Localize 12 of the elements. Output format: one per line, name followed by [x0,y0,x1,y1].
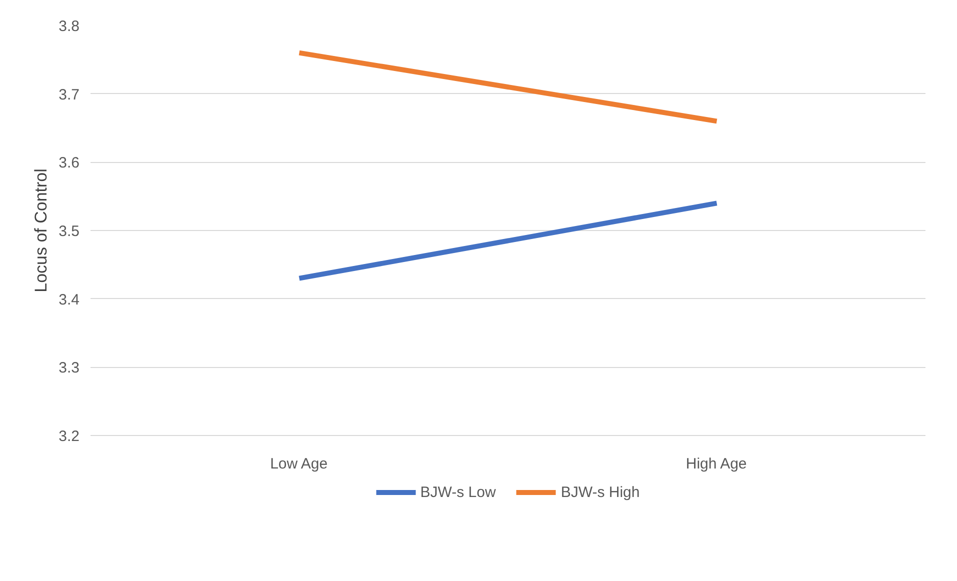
y-tick-label: 3.7 [58,86,80,104]
y-tick-label: 3.2 [58,428,80,445]
x-tick-label: High Age [686,456,747,472]
y-tick-label: 3.4 [58,291,80,308]
y-tick-label: 3.5 [58,223,80,240]
y-tick-label: 3.6 [58,154,80,172]
x-tick-label: Low Age [270,456,328,472]
y-axis-title: Locus of Control [32,168,51,292]
y-tick-label: 3.3 [58,360,80,377]
legend-label: BJW-s High [560,484,640,500]
y-tick-label: 3.8 [58,18,80,35]
legend-label: BJW-s Low [420,484,496,500]
